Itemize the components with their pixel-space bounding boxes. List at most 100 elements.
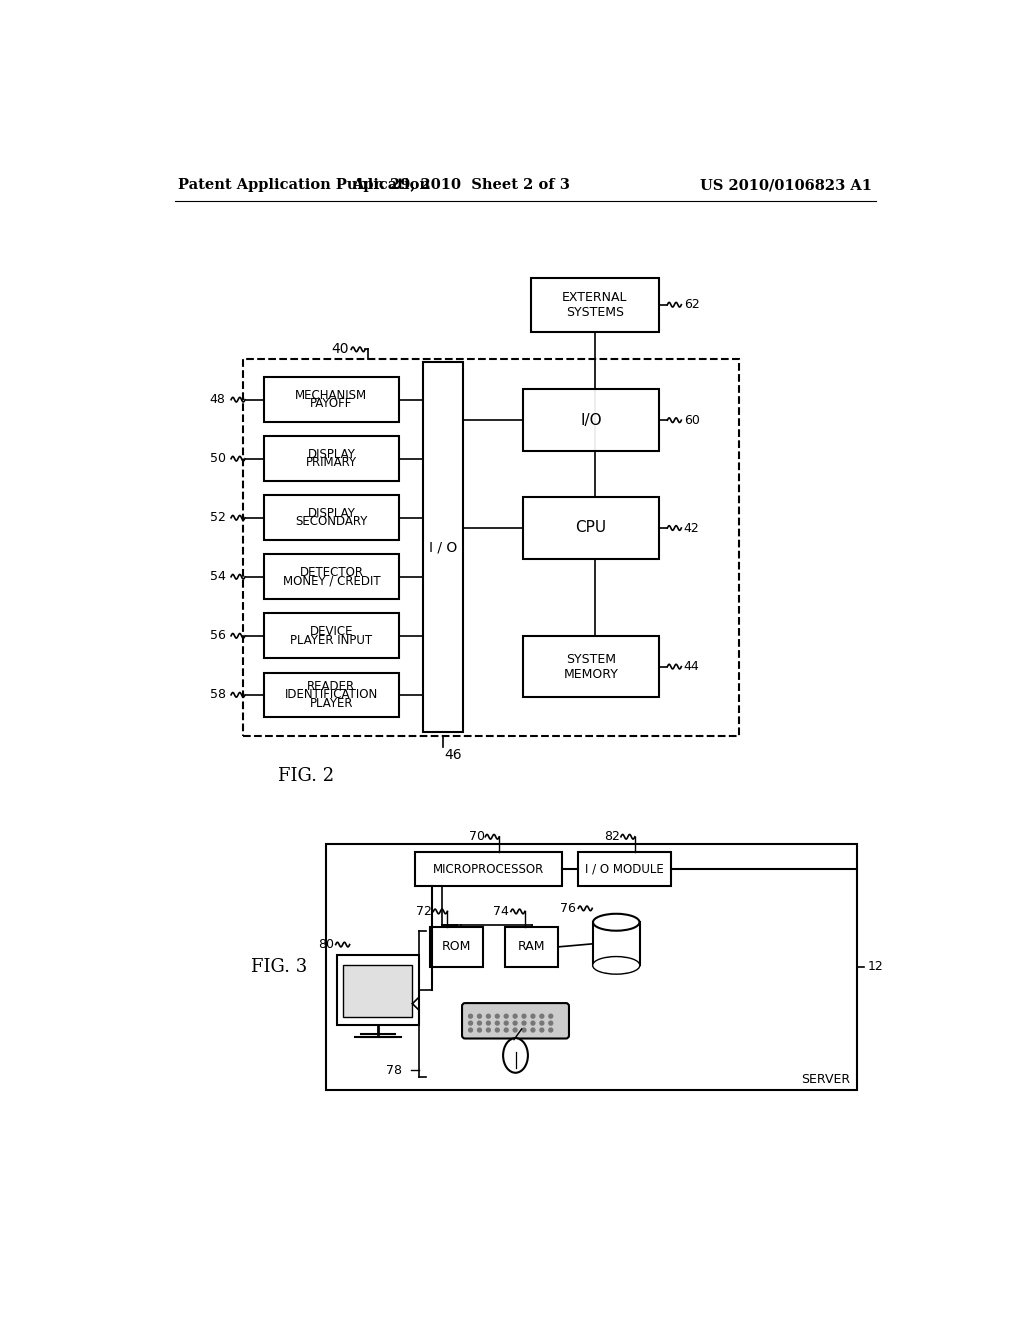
Circle shape	[496, 1028, 500, 1032]
FancyBboxPatch shape	[263, 495, 399, 540]
Text: 70: 70	[469, 830, 484, 843]
Text: 44: 44	[684, 660, 699, 673]
FancyBboxPatch shape	[326, 843, 856, 1090]
Ellipse shape	[593, 957, 640, 974]
Text: DEVICE: DEVICE	[309, 626, 353, 638]
Ellipse shape	[593, 957, 639, 973]
Text: PLAYER INPUT: PLAYER INPUT	[291, 634, 373, 647]
Circle shape	[540, 1028, 544, 1032]
Ellipse shape	[593, 913, 640, 931]
FancyBboxPatch shape	[523, 636, 658, 697]
Text: DISPLAY: DISPLAY	[307, 447, 355, 461]
FancyBboxPatch shape	[263, 554, 399, 599]
FancyBboxPatch shape	[343, 965, 413, 1016]
Circle shape	[513, 1022, 517, 1026]
Text: 78: 78	[386, 1064, 401, 1077]
FancyBboxPatch shape	[263, 437, 399, 480]
Ellipse shape	[503, 1038, 528, 1073]
Text: I / O MODULE: I / O MODULE	[585, 862, 664, 875]
Circle shape	[504, 1014, 508, 1018]
Circle shape	[477, 1028, 481, 1032]
FancyBboxPatch shape	[263, 614, 399, 659]
Text: Patent Application Publication: Patent Application Publication	[178, 178, 430, 193]
Text: FIG. 2: FIG. 2	[279, 767, 334, 785]
Text: MECHANISM: MECHANISM	[295, 389, 368, 401]
Text: I/O: I/O	[581, 413, 602, 428]
Text: 12: 12	[867, 961, 883, 973]
Circle shape	[522, 1028, 526, 1032]
Circle shape	[486, 1014, 490, 1018]
Text: EXTERNAL
SYSTEMS: EXTERNAL SYSTEMS	[562, 290, 628, 318]
Text: 56: 56	[210, 630, 225, 643]
Text: 48: 48	[210, 393, 225, 407]
Circle shape	[540, 1014, 544, 1018]
Circle shape	[486, 1028, 490, 1032]
FancyBboxPatch shape	[423, 363, 463, 733]
Circle shape	[477, 1014, 481, 1018]
Circle shape	[496, 1014, 500, 1018]
Text: IDENTIFICATION: IDENTIFICATION	[285, 688, 378, 701]
Text: MICROPROCESSOR: MICROPROCESSOR	[433, 862, 544, 875]
Text: SYSTEM
MEMORY: SYSTEM MEMORY	[563, 652, 618, 681]
Circle shape	[549, 1014, 553, 1018]
Text: CPU: CPU	[575, 520, 606, 536]
Text: PLAYER: PLAYER	[309, 697, 353, 710]
Text: 74: 74	[494, 906, 509, 917]
FancyBboxPatch shape	[523, 498, 658, 558]
Circle shape	[504, 1022, 508, 1026]
Text: PRIMARY: PRIMARY	[306, 457, 357, 470]
Text: SECONDARY: SECONDARY	[295, 516, 368, 528]
Text: 42: 42	[684, 521, 699, 535]
FancyBboxPatch shape	[462, 1003, 569, 1039]
Circle shape	[549, 1022, 553, 1026]
Circle shape	[504, 1028, 508, 1032]
Text: 58: 58	[210, 688, 225, 701]
Circle shape	[531, 1014, 535, 1018]
Text: 62: 62	[684, 298, 699, 312]
Text: MONEY / CREDIT: MONEY / CREDIT	[283, 574, 380, 587]
FancyBboxPatch shape	[263, 672, 399, 717]
Text: PAYOFF: PAYOFF	[310, 397, 352, 411]
Circle shape	[513, 1014, 517, 1018]
Text: 76: 76	[560, 902, 575, 915]
Text: 46: 46	[444, 748, 462, 762]
Text: Apr. 29, 2010  Sheet 2 of 3: Apr. 29, 2010 Sheet 2 of 3	[352, 178, 570, 193]
Text: FIG. 3: FIG. 3	[251, 958, 307, 975]
FancyBboxPatch shape	[337, 956, 419, 1024]
Text: DISPLAY: DISPLAY	[307, 507, 355, 520]
Text: DETECTOR: DETECTOR	[299, 566, 364, 579]
Text: US 2010/0106823 A1: US 2010/0106823 A1	[700, 178, 872, 193]
FancyBboxPatch shape	[263, 378, 399, 422]
FancyBboxPatch shape	[578, 853, 671, 886]
Circle shape	[469, 1022, 472, 1026]
Circle shape	[522, 1022, 526, 1026]
FancyBboxPatch shape	[506, 927, 558, 966]
FancyBboxPatch shape	[523, 389, 658, 451]
Text: 80: 80	[318, 939, 334, 952]
Text: 82: 82	[604, 830, 621, 843]
Text: ROM: ROM	[442, 940, 471, 953]
Text: 52: 52	[210, 511, 225, 524]
Circle shape	[549, 1028, 553, 1032]
Text: RAM: RAM	[518, 940, 546, 953]
Text: I / O: I / O	[428, 540, 457, 554]
Circle shape	[522, 1014, 526, 1018]
Circle shape	[486, 1022, 490, 1026]
Circle shape	[477, 1022, 481, 1026]
Circle shape	[531, 1028, 535, 1032]
Circle shape	[531, 1022, 535, 1026]
Circle shape	[469, 1014, 472, 1018]
Text: SERVER: SERVER	[801, 1073, 850, 1086]
Text: 60: 60	[684, 413, 699, 426]
FancyBboxPatch shape	[430, 927, 483, 966]
Text: 72: 72	[416, 906, 432, 917]
FancyBboxPatch shape	[531, 277, 658, 331]
Text: 40: 40	[332, 342, 349, 356]
Text: READER: READER	[307, 680, 355, 693]
Circle shape	[496, 1022, 500, 1026]
Circle shape	[540, 1022, 544, 1026]
Text: 50: 50	[210, 453, 225, 465]
Circle shape	[513, 1028, 517, 1032]
Text: 54: 54	[210, 570, 225, 583]
FancyBboxPatch shape	[415, 853, 562, 886]
